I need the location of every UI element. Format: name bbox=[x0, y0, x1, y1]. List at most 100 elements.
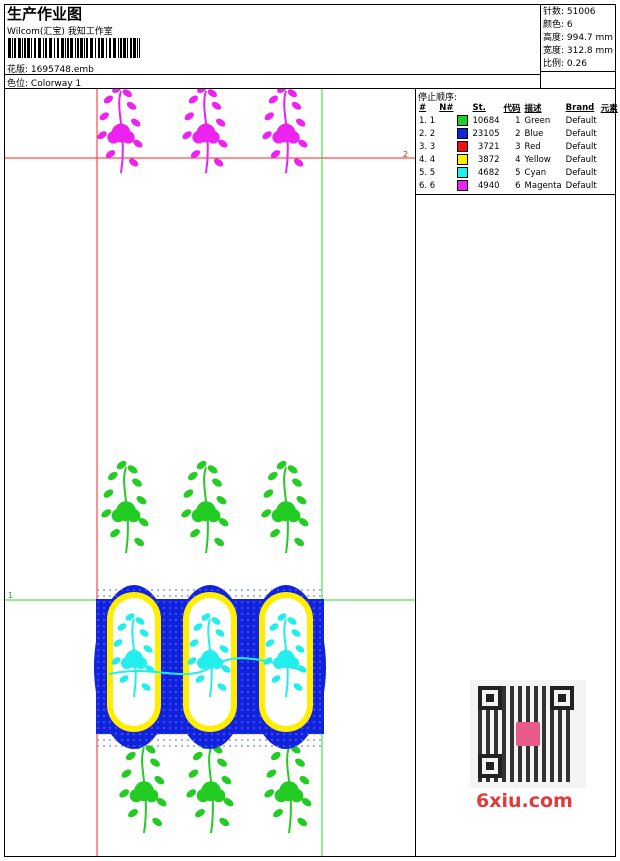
qr-module bbox=[542, 718, 546, 722]
qr-module bbox=[494, 734, 498, 738]
stop-row[interactable]: 2. 2 23105 2 Blue Default bbox=[417, 127, 620, 140]
lace-dot bbox=[223, 745, 225, 747]
lace-dot bbox=[103, 607, 105, 609]
lace-dot bbox=[313, 727, 315, 729]
qr-module bbox=[518, 702, 522, 706]
motif-part bbox=[196, 460, 207, 470]
motif-part bbox=[193, 623, 203, 631]
qr-module bbox=[526, 694, 530, 698]
lace-dot bbox=[319, 643, 321, 645]
qr-module bbox=[558, 742, 562, 746]
qr-finder-core bbox=[486, 694, 494, 702]
floral-motif bbox=[119, 740, 167, 834]
lace-dot bbox=[241, 703, 243, 705]
lace-dot bbox=[241, 691, 243, 693]
lace-dot bbox=[319, 655, 321, 657]
lace-dot bbox=[271, 745, 273, 747]
stop-row[interactable]: 3. 3 3721 3 Red Default bbox=[417, 140, 620, 153]
motif-part bbox=[273, 809, 283, 818]
lace-dot bbox=[217, 739, 219, 741]
qr-module bbox=[542, 746, 546, 750]
qr-module bbox=[510, 722, 514, 726]
row-index: 2. 2 bbox=[419, 128, 436, 139]
lace-dot bbox=[163, 745, 165, 747]
motif-part bbox=[298, 518, 309, 527]
qr-module bbox=[534, 702, 538, 706]
stop-row[interactable]: 5. 5 4682 5 Cyan Default bbox=[417, 166, 620, 179]
qr-module bbox=[518, 690, 522, 694]
lace-dot bbox=[313, 607, 315, 609]
lace-dot bbox=[181, 667, 183, 669]
qr-module bbox=[502, 706, 506, 710]
qr-module bbox=[478, 746, 482, 750]
qr-module bbox=[518, 758, 522, 762]
stop-row[interactable]: 4. 4 3872 4 Yellow Default bbox=[417, 153, 620, 166]
motif-part bbox=[207, 89, 217, 98]
lace-dot bbox=[253, 589, 255, 591]
qr-module bbox=[534, 706, 538, 710]
colorway-value: Colorway 1 bbox=[30, 79, 82, 89]
qr-module bbox=[510, 694, 514, 698]
lace-dot bbox=[97, 595, 99, 597]
motif-part bbox=[113, 639, 123, 647]
lace-dot bbox=[163, 595, 165, 597]
lace-dot bbox=[319, 715, 321, 717]
motif-part bbox=[182, 131, 192, 140]
lace-dot bbox=[163, 679, 165, 681]
col-desc: 描述 bbox=[524, 103, 542, 114]
qr-module bbox=[486, 726, 490, 730]
watermark-site: 6xiu.com bbox=[476, 790, 573, 812]
lace-dot bbox=[301, 739, 303, 741]
motif-part bbox=[125, 613, 135, 621]
qr-module bbox=[534, 770, 538, 774]
motif-part bbox=[223, 798, 234, 807]
row-brand: Default bbox=[565, 115, 597, 126]
qr-module bbox=[550, 774, 554, 778]
qr-module bbox=[566, 774, 570, 778]
qr-module bbox=[526, 718, 530, 722]
motif-part bbox=[212, 789, 226, 803]
motif-part bbox=[301, 798, 312, 807]
stop-row[interactable]: 1. 1 10684 1 Green Default bbox=[417, 114, 620, 127]
motif-part bbox=[293, 158, 304, 167]
qr-module bbox=[550, 742, 554, 746]
motif-part bbox=[127, 465, 138, 474]
lace-dot bbox=[181, 589, 183, 591]
lace-dot bbox=[175, 727, 177, 729]
lace-dot bbox=[259, 601, 261, 603]
col-index: # bbox=[419, 102, 427, 113]
motif-part bbox=[154, 776, 165, 785]
stop-row[interactable]: 6. 6 4940 6 Magenta Default bbox=[417, 179, 620, 192]
lace-dot bbox=[247, 667, 249, 669]
motif-part bbox=[143, 645, 153, 653]
lace-dot bbox=[163, 721, 165, 723]
qr-module bbox=[542, 706, 546, 710]
row-needle bbox=[437, 140, 455, 153]
motif-part bbox=[283, 618, 289, 698]
col-needle: N# bbox=[439, 102, 454, 113]
qr-module bbox=[486, 750, 490, 754]
lace-dot bbox=[271, 733, 273, 735]
lace-dot bbox=[193, 745, 195, 747]
lace-dot bbox=[241, 619, 243, 621]
qr-module bbox=[542, 750, 546, 754]
row-stitches: 3721 bbox=[477, 141, 500, 152]
lace-dot bbox=[181, 697, 183, 699]
motif-part bbox=[215, 629, 225, 637]
motif-part bbox=[129, 789, 143, 803]
lace-dot bbox=[241, 679, 243, 681]
motif-part bbox=[272, 131, 285, 144]
lace-dot bbox=[97, 733, 99, 735]
lace-dot bbox=[193, 589, 195, 591]
qr-module bbox=[526, 774, 530, 778]
lace-dot bbox=[247, 631, 249, 633]
motif-part bbox=[287, 465, 298, 474]
row-needle bbox=[437, 166, 455, 179]
qr-module bbox=[510, 770, 514, 774]
motif-part bbox=[121, 657, 133, 669]
lace-dot bbox=[253, 715, 255, 717]
lace-dot bbox=[247, 697, 249, 699]
lace-dot bbox=[241, 697, 243, 699]
qr-module bbox=[510, 706, 514, 710]
lace-dot bbox=[169, 703, 171, 705]
